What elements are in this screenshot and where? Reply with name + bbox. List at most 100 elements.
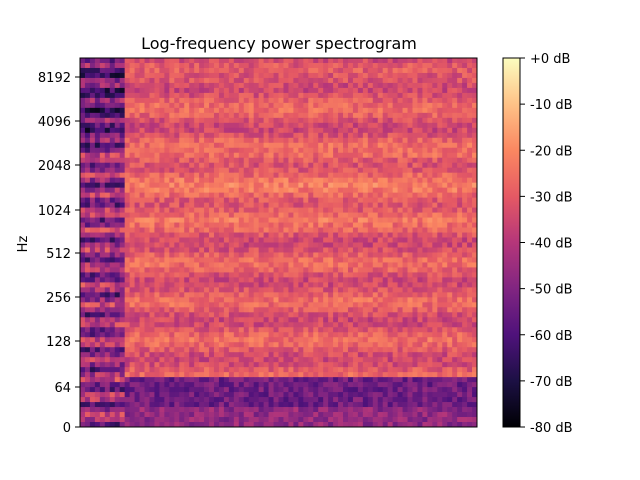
heatmap-cell [328, 212, 334, 218]
heatmap-cell [209, 147, 215, 154]
heatmap-cell [288, 132, 294, 139]
heatmap-cell [209, 222, 215, 228]
heatmap-cell [308, 177, 314, 184]
heatmap-cell [323, 267, 329, 273]
heatmap-cell [278, 212, 284, 218]
heatmap-cell [372, 262, 379, 268]
heatmap-cell [352, 227, 359, 233]
heatmap-cell [169, 58, 175, 64]
heatmap-cell [149, 132, 155, 139]
heatmap-cell [169, 312, 175, 318]
heatmap-cell [199, 217, 205, 223]
heatmap-cell [417, 77, 423, 84]
heatmap-cell [318, 277, 324, 283]
heatmap-cell [154, 182, 160, 189]
heatmap-cell [149, 322, 155, 328]
heatmap-cell [233, 167, 240, 174]
heatmap-cell [129, 112, 135, 119]
heatmap-cell [447, 62, 453, 69]
heatmap-cell [99, 282, 106, 288]
heatmap-cell [333, 182, 339, 189]
heatmap-cell [288, 92, 294, 99]
heatmap-cell [357, 58, 364, 64]
heatmap-cell [328, 307, 334, 313]
heatmap-cell [303, 192, 309, 199]
heatmap-cell [462, 322, 468, 328]
heatmap-cell [452, 132, 458, 139]
heatmap-cell [273, 172, 279, 179]
heatmap-cell [184, 107, 190, 114]
heatmap-cell [382, 112, 389, 119]
heatmap-cell [377, 162, 384, 169]
heatmap-cell [80, 322, 86, 328]
heatmap-cell [109, 92, 116, 99]
heatmap-cell [253, 217, 260, 223]
heatmap-cell [253, 222, 260, 228]
heatmap-cell [347, 222, 354, 228]
heatmap-cell [452, 252, 458, 258]
heatmap-cell [218, 257, 225, 263]
heatmap-cell [402, 292, 408, 298]
heatmap-cell [248, 187, 255, 194]
heatmap-cell [402, 142, 408, 149]
heatmap-cell [174, 252, 180, 258]
heatmap-cell [387, 302, 394, 308]
heatmap-cell [179, 302, 185, 308]
heatmap-cell [382, 117, 389, 124]
heatmap-cell [347, 97, 354, 104]
heatmap-cell [452, 287, 458, 293]
heatmap-cell [154, 327, 160, 333]
heatmap-cell [298, 192, 304, 199]
heatmap-cell [84, 342, 91, 348]
heatmap-cell [144, 352, 150, 358]
heatmap-cell [149, 202, 155, 208]
heatmap-cell [194, 112, 200, 119]
heatmap-cell [233, 72, 240, 79]
heatmap-cell [452, 242, 458, 248]
heatmap-cell [402, 182, 408, 189]
heatmap-cell [124, 147, 131, 154]
heatmap-cell [412, 312, 418, 318]
heatmap-cell [432, 362, 438, 368]
heatmap-cell [268, 267, 274, 273]
heatmap-cell [442, 272, 448, 278]
heatmap-cell [94, 62, 101, 69]
heatmap-cell [109, 362, 116, 368]
heatmap-cell [233, 322, 240, 328]
heatmap-cell [357, 182, 364, 189]
heatmap-cell [104, 187, 111, 194]
heatmap-cell [233, 317, 240, 323]
heatmap-cell [99, 177, 106, 184]
heatmap-cell [452, 267, 458, 273]
heatmap-cell [318, 322, 324, 328]
heatmap-cell [338, 327, 344, 333]
heatmap-cell [194, 257, 200, 263]
heatmap-cell [417, 232, 423, 238]
heatmap-cell [223, 362, 230, 368]
heatmap-cell [437, 322, 443, 328]
heatmap-cell [119, 137, 126, 144]
heatmap-cell [452, 222, 458, 228]
heatmap-cell [179, 357, 185, 363]
heatmap-cell [134, 187, 140, 194]
heatmap-cell [338, 192, 344, 199]
heatmap-cell [303, 227, 309, 233]
heatmap-cell [164, 77, 170, 84]
heatmap-cell [104, 192, 111, 199]
heatmap-cell [323, 157, 329, 164]
heatmap-cell [243, 82, 250, 89]
heatmap-cell [268, 232, 274, 238]
heatmap-cell [194, 332, 200, 338]
heatmap-cell [89, 97, 96, 104]
heatmap-cell [452, 147, 458, 154]
heatmap-cell [243, 257, 250, 263]
heatmap-cell [308, 227, 314, 233]
heatmap-cell [139, 207, 145, 213]
heatmap-cell [467, 147, 473, 154]
heatmap-cell [347, 347, 354, 353]
heatmap-cell [169, 67, 175, 74]
heatmap-cell [253, 307, 260, 313]
heatmap-cell [328, 192, 334, 199]
heatmap-cell [124, 202, 131, 208]
heatmap-cell [357, 77, 364, 84]
